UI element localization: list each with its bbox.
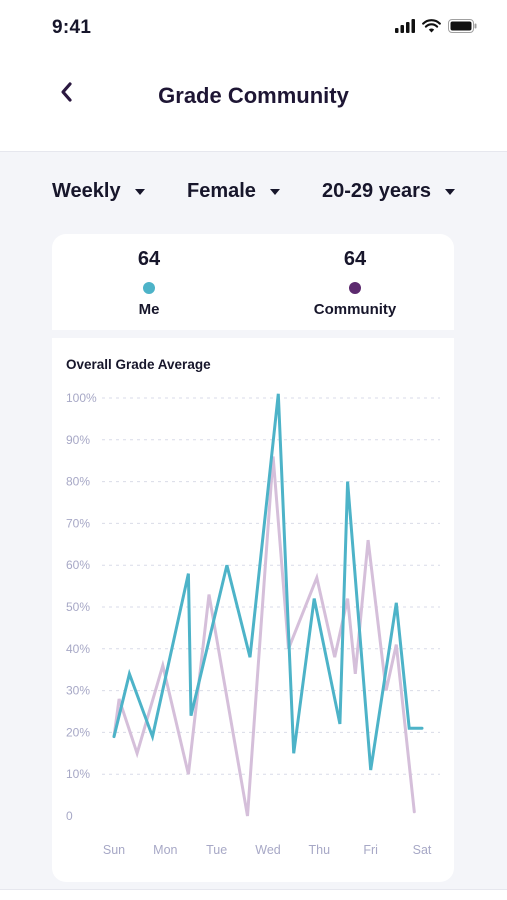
chart-title: Overall Grade Average [66, 357, 211, 372]
me-dot-icon [143, 282, 155, 294]
chart-card: Overall Grade Average 0 10% 20% 30% 40% 50% 60… [52, 338, 454, 882]
status-icons [395, 19, 477, 38]
age-dropdown-label: 20-29 years [322, 180, 431, 202]
grade-average-chart: 0 10% 20% 30% 40% 50% 60% 70% 80% 90% 100% Sun Mon Tu… [66, 391, 440, 857]
y-tick-label: 80% [66, 475, 90, 489]
battery-icon [448, 19, 477, 38]
y-tick-label: 50% [66, 600, 90, 614]
summary-card: 64 Me 64 Community [52, 234, 454, 330]
x-tick-label: Sat [413, 843, 432, 857]
community-dot-icon [349, 282, 361, 294]
status-bar: 9:41 [0, 0, 507, 56]
gender-dropdown[interactable]: Female [187, 180, 280, 203]
community-label: Community [313, 301, 397, 318]
y-tick-label: 40% [66, 642, 90, 656]
x-tick-label: Mon [153, 843, 177, 857]
caret-down-icon [269, 188, 280, 195]
y-tick-label: 20% [66, 725, 90, 739]
x-tick-label: Fri [363, 843, 378, 857]
period-dropdown[interactable]: Weekly [52, 180, 145, 203]
x-tick-label: Tue [206, 843, 227, 857]
gender-dropdown-label: Female [187, 180, 256, 202]
x-tick-label: Wed [255, 843, 281, 857]
x-tick-label: Thu [309, 843, 331, 857]
signal-icon [395, 19, 415, 38]
filter-bar: Weekly Female 20-29 years [0, 180, 507, 214]
y-tick-label: 0 [66, 809, 73, 823]
y-tick-label: 30% [66, 684, 90, 698]
y-tick-label: 100% [66, 391, 97, 405]
page-title: Grade Community [158, 83, 349, 108]
y-tick-label: 90% [66, 433, 90, 447]
x-tick-label: Sun [103, 843, 125, 857]
me-value: 64 [137, 248, 161, 270]
y-tick-label: 10% [66, 767, 90, 781]
back-button[interactable] [52, 80, 80, 108]
y-tick-label: 60% [66, 558, 90, 572]
wifi-icon [422, 19, 441, 38]
community-value: 64 [343, 248, 367, 270]
chevron-left-icon [59, 81, 73, 108]
period-dropdown-label: Weekly [52, 180, 121, 202]
series-line-me [112, 393, 424, 771]
me-summary: 64 Me [74, 248, 224, 318]
y-tick-label: 70% [66, 516, 90, 530]
caret-down-icon [134, 188, 145, 195]
community-summary: 64 Community [280, 248, 430, 318]
bottom-bar [0, 889, 507, 900]
app-header: Grade Community [0, 56, 507, 152]
me-label: Me [138, 301, 160, 318]
age-dropdown[interactable]: 20-29 years [322, 180, 455, 203]
caret-down-icon [444, 188, 455, 195]
status-time: 9:41 [52, 17, 92, 38]
